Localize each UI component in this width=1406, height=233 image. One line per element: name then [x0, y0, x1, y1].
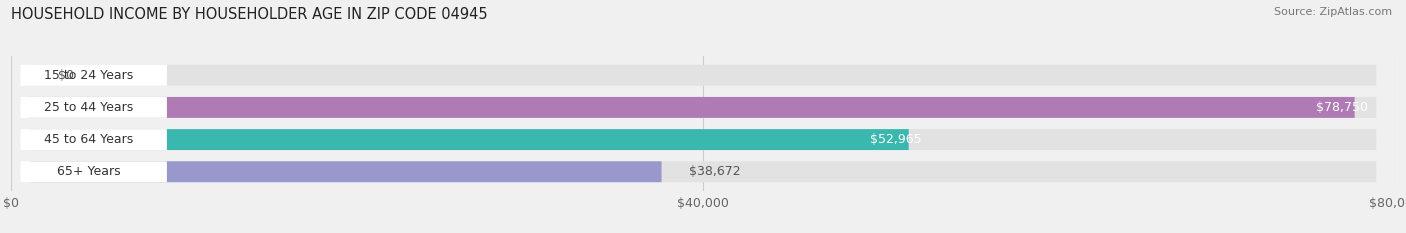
- FancyBboxPatch shape: [21, 97, 167, 118]
- Text: 65+ Years: 65+ Years: [58, 165, 121, 178]
- Text: 45 to 64 Years: 45 to 64 Years: [45, 133, 134, 146]
- Text: 25 to 44 Years: 25 to 44 Years: [45, 101, 134, 114]
- Text: $38,672: $38,672: [689, 165, 741, 178]
- FancyBboxPatch shape: [30, 129, 908, 150]
- Text: $52,965: $52,965: [870, 133, 922, 146]
- Text: HOUSEHOLD INCOME BY HOUSEHOLDER AGE IN ZIP CODE 04945: HOUSEHOLD INCOME BY HOUSEHOLDER AGE IN Z…: [11, 7, 488, 22]
- FancyBboxPatch shape: [30, 161, 1376, 182]
- Text: 15 to 24 Years: 15 to 24 Years: [45, 69, 134, 82]
- FancyBboxPatch shape: [21, 129, 167, 150]
- FancyBboxPatch shape: [30, 97, 1376, 118]
- FancyBboxPatch shape: [30, 161, 662, 182]
- FancyBboxPatch shape: [30, 97, 1354, 118]
- Text: Source: ZipAtlas.com: Source: ZipAtlas.com: [1274, 7, 1392, 17]
- FancyBboxPatch shape: [21, 65, 167, 86]
- Text: $0: $0: [58, 69, 73, 82]
- FancyBboxPatch shape: [30, 129, 1376, 150]
- Text: $78,750: $78,750: [1316, 101, 1368, 114]
- FancyBboxPatch shape: [21, 161, 167, 182]
- FancyBboxPatch shape: [30, 65, 1376, 86]
